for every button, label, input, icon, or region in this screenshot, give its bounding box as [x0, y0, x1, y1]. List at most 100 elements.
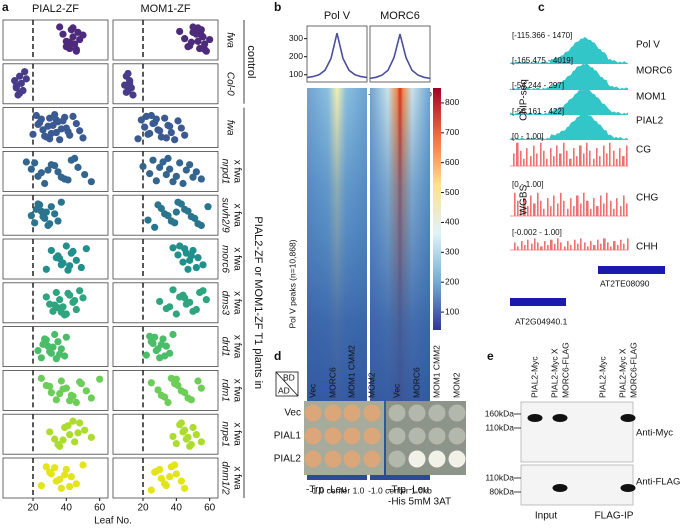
leaf-point	[46, 220, 54, 228]
strip-frame	[112, 282, 219, 324]
leaf-point	[124, 86, 132, 95]
leaf-point	[166, 303, 174, 311]
gene-label: AT2TE08090	[600, 278, 650, 288]
methylation-bar	[606, 153, 608, 166]
methylation-bar	[523, 158, 525, 166]
column-label: MOM1 CMM2	[431, 345, 441, 398]
leaf-point	[144, 216, 152, 224]
methylation-bar	[533, 203, 535, 216]
leaf-point	[151, 223, 159, 231]
leaf-point	[141, 123, 149, 131]
track-name: Pol V	[636, 40, 660, 51]
row-label: PIAL2	[274, 454, 302, 465]
leaf-point	[206, 35, 214, 44]
methylation-bar	[577, 195, 579, 216]
leaf-point	[186, 161, 194, 169]
leaf-point	[204, 203, 212, 211]
methylation-bar	[593, 158, 595, 166]
yeast-spot	[324, 427, 342, 445]
genotype-label: x fwa	[231, 379, 242, 403]
methylation-bar	[513, 153, 515, 166]
methylation-bar	[569, 158, 571, 166]
methylation-bar	[619, 148, 621, 166]
genotype-label: x fwa	[231, 160, 242, 184]
leaf-point	[71, 154, 79, 162]
leaf-point	[172, 172, 180, 180]
fraction-label: Input	[535, 511, 557, 522]
leaf-point	[54, 168, 62, 176]
leaf-point	[201, 45, 209, 54]
leaf-point	[161, 114, 169, 122]
profile-line	[306, 33, 368, 79]
leaf-point	[171, 136, 179, 144]
leaf-point	[177, 124, 185, 132]
mw-label: 110kDa	[485, 422, 514, 432]
leaf-point	[172, 375, 180, 383]
leaf-point	[16, 89, 24, 97]
genotype-label: x fwa	[231, 247, 242, 271]
leaf-point	[61, 113, 69, 121]
leaf-point	[177, 387, 185, 395]
methylation-bar	[570, 158, 572, 166]
leaf-point	[57, 173, 65, 181]
leaf-point	[181, 205, 189, 213]
leaf-point	[76, 287, 84, 295]
strip-frame	[2, 369, 109, 411]
leaf-point	[37, 482, 45, 490]
leaf-point	[61, 311, 69, 319]
methylation-bar	[557, 203, 559, 216]
leaf-point	[169, 244, 177, 252]
leaf-point	[81, 426, 89, 434]
methylation-bar	[517, 246, 519, 250]
methylation-bar	[544, 241, 546, 250]
leaf-point	[37, 374, 45, 382]
methylation-bar	[534, 238, 536, 250]
strip-frame	[112, 194, 219, 236]
methylation-bar	[573, 148, 575, 166]
profile-frame	[306, 25, 368, 83]
leaf-point	[42, 265, 50, 273]
antibody-label: Anti-Myc	[636, 428, 673, 439]
methylation-bar	[560, 242, 562, 250]
methylation-bar	[580, 145, 582, 166]
y-tick-label: 300	[289, 33, 303, 43]
strip-frame	[2, 282, 109, 324]
track-group: ChIP-seq	[519, 79, 530, 121]
strip-frame	[2, 150, 109, 192]
leaf-point	[79, 31, 87, 39]
methylation-bar	[590, 241, 592, 250]
yeast-spot	[428, 427, 446, 445]
genotype-label: x fwa	[231, 204, 242, 228]
methylation-bar	[524, 198, 526, 216]
yeast-spot	[408, 450, 426, 468]
strip-frame	[2, 326, 109, 368]
leaf-point	[126, 79, 134, 87]
chip-track	[510, 37, 628, 64]
strip-frame	[112, 107, 219, 148]
gene-label: AT2G04940.1	[515, 316, 568, 326]
leaf-point	[69, 417, 77, 425]
yeast-spot	[408, 404, 426, 422]
leaf-point	[177, 419, 185, 427]
leaf-point	[174, 251, 182, 259]
leaf-point	[174, 198, 182, 206]
methylation-bar	[567, 241, 569, 250]
methylation-bar	[517, 142, 519, 166]
methylation-bar	[560, 153, 562, 166]
leaf-point	[162, 134, 170, 142]
leaf-point	[66, 38, 74, 46]
track-name: CG	[636, 145, 651, 156]
leaf-point	[59, 436, 67, 444]
yeast-spot	[363, 404, 381, 422]
leaf-point	[76, 127, 84, 135]
leaf-point	[192, 263, 200, 272]
leaf-point	[149, 156, 157, 164]
leaf-point	[172, 208, 180, 216]
lane-label: PIAL2-Myc	[597, 356, 607, 398]
x-tick-label: 20	[137, 503, 149, 514]
methylation-bar	[610, 246, 612, 250]
leaf-point	[16, 72, 24, 80]
methylation-bar	[521, 241, 523, 250]
methylation-bar	[626, 203, 628, 216]
